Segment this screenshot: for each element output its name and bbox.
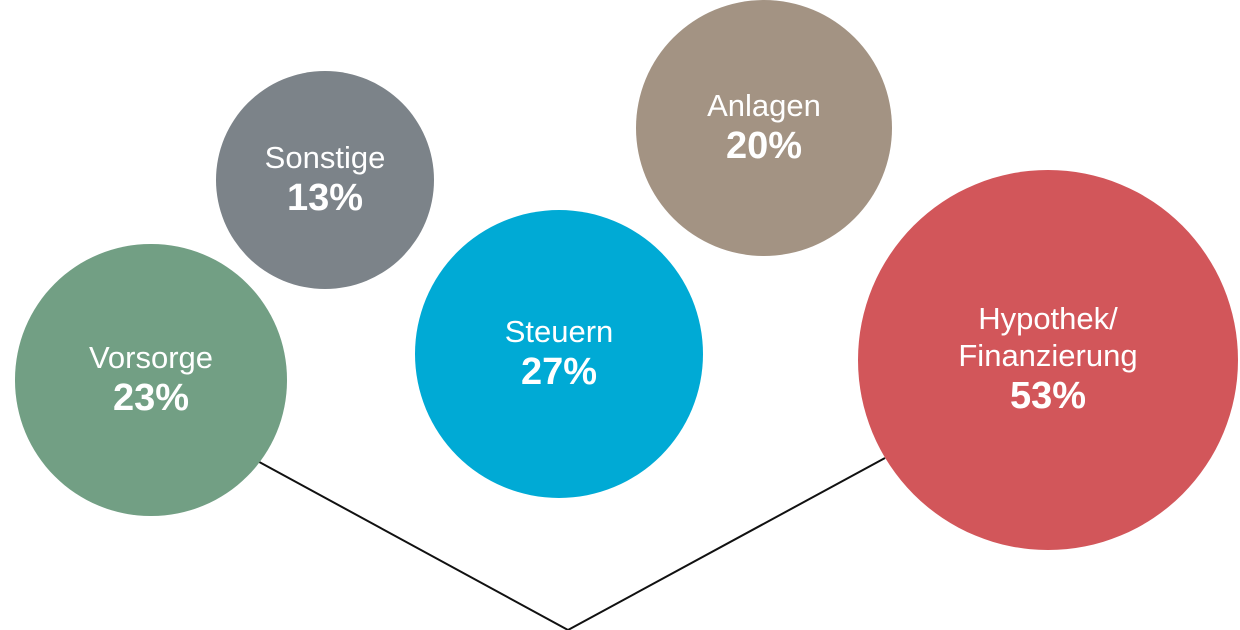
bubble: Sonstige 13% bbox=[215, 70, 435, 290]
value-label: 20% bbox=[725, 124, 803, 167]
value-label: 53% bbox=[1009, 375, 1087, 418]
value-label: 27% bbox=[520, 350, 598, 393]
bubble-label: Hypothek/ Finanzierung bbox=[958, 301, 1138, 374]
bubble: Vorsorge 23% bbox=[15, 244, 287, 516]
value-label: 23% bbox=[112, 376, 190, 419]
bubble-label: Anlagen bbox=[707, 87, 821, 123]
bubble: Anlagen 20% bbox=[635, 0, 893, 257]
bubble-label: Vorsorge bbox=[88, 339, 214, 375]
bubble-label: Sonstige bbox=[264, 139, 386, 175]
bubble: Hypothek/ Finanzierung 53% bbox=[857, 169, 1239, 551]
bubble-label: Steuern bbox=[504, 313, 614, 349]
value-label: 13% bbox=[286, 176, 364, 219]
connector bbox=[251, 457, 886, 630]
bubble: Steuern 27% bbox=[414, 209, 704, 499]
